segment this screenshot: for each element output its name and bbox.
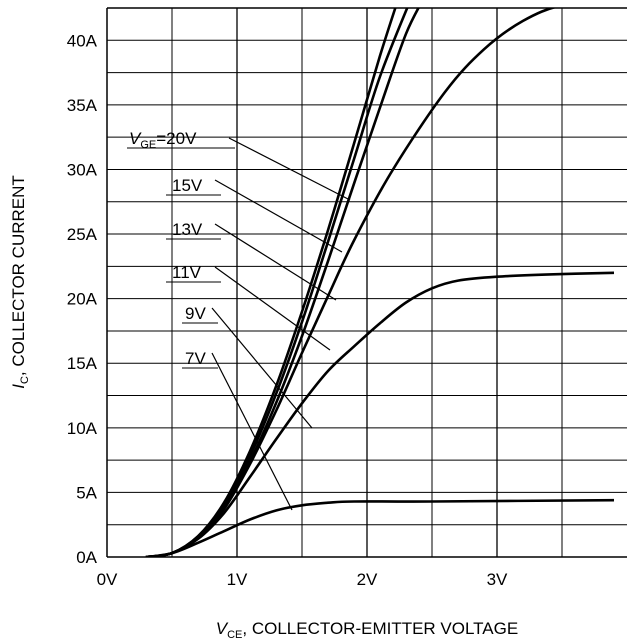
y-tick-label: 0A [76,548,97,567]
series-line-4 [145,271,615,557]
y-axis-title: IC, COLLECTOR CURRENT [9,175,31,389]
annotation-label-4: 9V [185,304,206,323]
annotation-label-5: 7V [185,349,206,368]
x-tick-label: 3V [487,570,508,589]
annotation-label-1: 15V [172,176,203,195]
y-tick-label: 35A [67,96,98,115]
tick-labels: 0A 5A 10A 15A 20A 25A 30A 35A 40A 0V 1V 2V 3V [67,31,508,589]
y-tick-label: 5A [76,483,97,502]
axis-titles: VCE, COLLECTOR-EMITTER VOLTAGE IC, COLLEC… [9,175,518,641]
annotation-label-2: 13V [172,220,203,239]
y-tick-label: 15A [67,354,98,373]
annotation-leader [214,179,343,253]
y-tick-label: 40A [67,31,98,50]
series-lines [145,8,615,557]
y-tick-label: 25A [67,225,98,244]
grid [106,7,627,558]
annotation-leader [211,352,293,511]
annotation-leader [214,266,331,351]
annotation-leader [228,137,351,201]
annotation-leader [214,223,337,301]
x-tick-label: 0V [97,570,118,589]
series-line-3 [145,8,557,557]
y-tick-label: 20A [67,290,98,309]
x-tick-label: 2V [357,570,378,589]
x-axis-title: VCE, COLLECTOR-EMITTER VOLTAGE [216,619,518,641]
series-line-5 [145,498,615,557]
annotation-label-3: 11V [172,263,202,282]
annotation-label-0: VGE=20V [129,129,197,151]
y-tick-label: 10A [67,419,98,438]
annotation-leader [211,307,313,429]
x-tick-label: 1V [227,570,248,589]
curve-annotations: VGE=20V 15V 13V 11V 9V 7V [127,129,351,511]
y-tick-label: 30A [67,160,98,179]
